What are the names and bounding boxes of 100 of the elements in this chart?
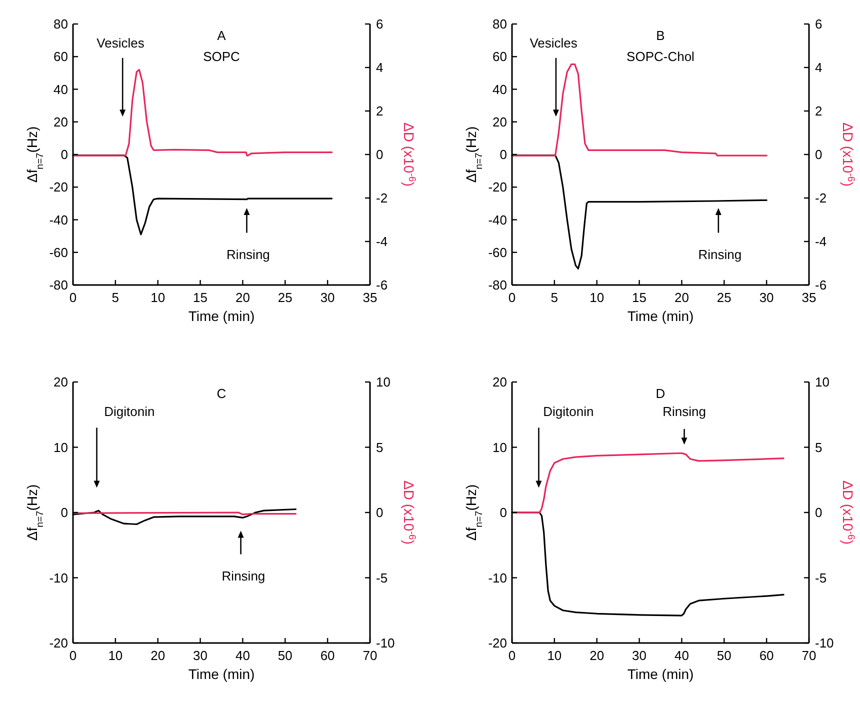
text: SOPC-Chol <box>626 49 695 64</box>
x-tick-label: 10 <box>590 290 604 305</box>
x-tick-label: 10 <box>108 648 123 663</box>
y2-tick-label: -6 <box>815 278 827 293</box>
x-tick-label: 40 <box>674 648 689 663</box>
y-tick-label: 60 <box>54 49 68 64</box>
y-tick-label: 40 <box>54 82 68 97</box>
y-tick-label: -20 <box>488 636 507 651</box>
x-tick-label: 35 <box>802 290 816 305</box>
annotation: Rinsing <box>698 246 742 262</box>
x-axis-title: Time (min) <box>627 666 694 682</box>
chart-title: A <box>217 28 226 43</box>
x-axis-title: Time (min) <box>188 666 255 682</box>
x-tick-label: 35 <box>362 290 378 305</box>
y2-tick-label: 0 <box>376 505 384 520</box>
x-tick-label: 30 <box>759 290 774 305</box>
x-axis-title: Time (min) <box>188 308 255 324</box>
x-tick-label: 60 <box>320 648 335 663</box>
y-tick-label: 10 <box>492 440 507 455</box>
y2-tick-label: 0 <box>815 505 822 520</box>
y2-tick-label: -2 <box>815 190 827 206</box>
x-tick-label: 25 <box>716 290 732 305</box>
x-tick-label: 10 <box>547 648 562 663</box>
y2-tick-label: 4 <box>376 60 384 76</box>
y2-tick-label: 10 <box>815 374 830 390</box>
annotation: Rinsing <box>222 568 266 584</box>
x-tick-label: 20 <box>674 290 689 305</box>
x-tick-label: 50 <box>716 648 732 663</box>
y-tick-label: -10 <box>488 570 507 586</box>
y-tick-label: -40 <box>488 212 507 228</box>
y-tick-label: 20 <box>54 374 68 390</box>
x-axis-title: Time (min) <box>627 308 694 324</box>
line-series <box>72 68 333 156</box>
y-tick-label: 0 <box>500 147 507 162</box>
y2-tick-label: -10 <box>376 636 395 651</box>
annotation: Vesicles <box>96 35 145 50</box>
x-tick-label: 15 <box>193 290 208 305</box>
y2-tick-label: -4 <box>376 234 388 250</box>
y-tick-label: -10 <box>49 570 68 586</box>
y2-tick-label: 6 <box>815 16 822 32</box>
annotation: Digitonin <box>543 404 594 419</box>
x-tick-label: 30 <box>193 648 208 663</box>
chart-title: C <box>216 386 226 401</box>
y2-tick-label: -6 <box>376 278 388 293</box>
x-tick-label: 15 <box>632 290 647 305</box>
x-tick-label: 50 <box>278 648 292 663</box>
y-tick-label: 80 <box>54 16 68 32</box>
x-tick-label: 25 <box>278 290 292 305</box>
chart-title: D <box>656 386 666 401</box>
y-tick-label: -20 <box>488 180 507 195</box>
y2-tick-label: -10 <box>815 636 834 651</box>
x-tick-label: 20 <box>235 290 250 305</box>
y-tick-label: -40 <box>49 212 68 228</box>
x-tick-label: 30 <box>632 648 647 663</box>
y-tick-label: 20 <box>54 114 68 130</box>
y2-tick-label: 10 <box>376 374 390 390</box>
y-tick-label: 80 <box>492 16 507 32</box>
annotation: Vesicles <box>530 35 578 50</box>
x-tick-label: 70 <box>802 648 816 663</box>
y-tick-label: -80 <box>49 278 68 293</box>
text: SOPC <box>203 49 240 64</box>
y2-tick-label: 2 <box>815 104 822 119</box>
x-tick-label: 20 <box>590 648 604 663</box>
y2-tick-label: -5 <box>376 570 388 586</box>
y2-tick-label: -2 <box>376 190 388 206</box>
y2-tick-label: 5 <box>376 440 384 455</box>
y2-tick-label: 0 <box>815 147 822 162</box>
chart-title: B <box>656 28 665 43</box>
y-tick-label: 0 <box>500 505 507 520</box>
y2-tick-label: -4 <box>815 234 827 250</box>
annotation: Rinsing <box>226 246 270 262</box>
y-tick-label: 20 <box>492 374 507 390</box>
annotation: Digitonin <box>104 404 155 419</box>
y2-tick-label: 0 <box>376 147 384 162</box>
x-tick-label: 40 <box>235 648 250 663</box>
x-tick-label: 70 <box>362 648 378 663</box>
y2-tick-label: 4 <box>815 60 822 76</box>
x-tick-label: 60 <box>759 648 774 663</box>
line-series <box>511 63 768 156</box>
x-tick-label: 30 <box>320 290 335 305</box>
y2-tick-label: 5 <box>815 440 822 455</box>
y-tick-label: 40 <box>492 82 507 97</box>
y-tick-label: 60 <box>492 49 507 64</box>
y-tick-label: -60 <box>49 244 68 260</box>
x-tick-label: 5 <box>112 290 120 305</box>
y-tick-label: 0 <box>60 147 68 162</box>
x-tick-label: 10 <box>150 290 166 305</box>
y-tick-label: 10 <box>54 440 68 455</box>
annotation: Rinsing <box>662 404 706 419</box>
y-tick-label: -20 <box>49 180 68 195</box>
y-tick-label: -60 <box>488 244 507 260</box>
y-tick-label: -80 <box>488 278 507 293</box>
x-tick-label: 20 <box>150 648 166 663</box>
line-series <box>511 452 784 514</box>
y2-tick-label: -5 <box>815 570 827 586</box>
x-tick-label: 5 <box>550 290 558 305</box>
y-tick-label: -20 <box>49 636 68 651</box>
y2-tick-label: 6 <box>376 16 384 32</box>
y2-tick-label: 2 <box>376 104 384 119</box>
y-tick-label: 20 <box>492 114 507 130</box>
